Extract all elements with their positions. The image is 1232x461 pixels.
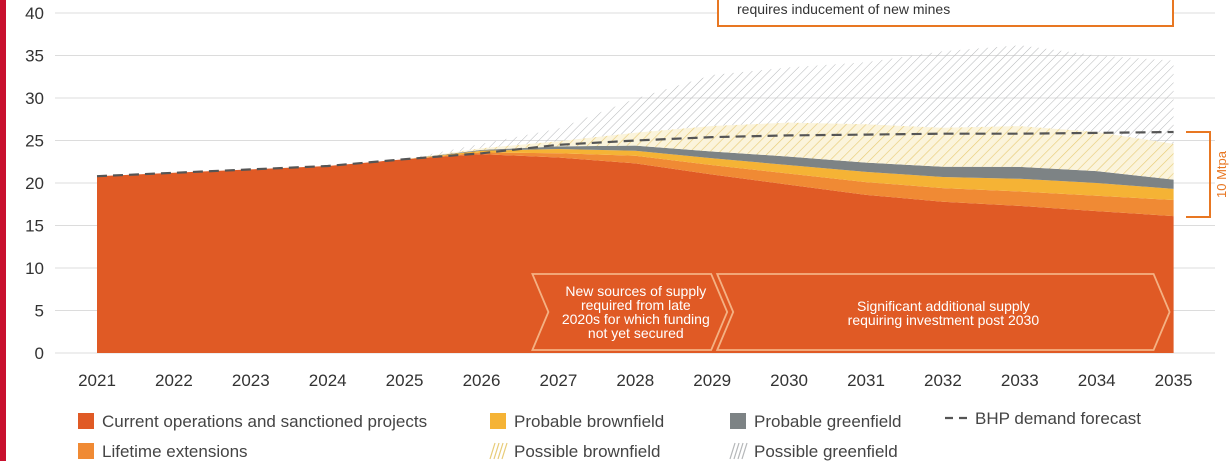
- legend-swatch-possible-greenfield: [729, 442, 748, 460]
- annotation-2-line-1: Significant additional supply: [857, 298, 1030, 314]
- annotation-1-line-4: not yet secured: [588, 325, 684, 341]
- y-tick-5: 5: [35, 302, 44, 321]
- legend: Current operations and sanctioned projec…: [78, 409, 1141, 461]
- legend-hatch-stroke: [501, 442, 508, 460]
- y-tick-25: 25: [25, 132, 44, 151]
- legend-label-current-operations-and-sanctioned-projects: Current operations and sanctioned projec…: [102, 412, 427, 431]
- legend-label-possible-brownfield: Possible brownfield: [514, 442, 660, 461]
- callout-box: requires inducement of new mines: [717, 0, 1174, 27]
- x-tick-2031: 2031: [847, 371, 885, 390]
- legend-swatch-current-operations-and-sanctioned-projects: [78, 413, 94, 429]
- x-tick-2030: 2030: [770, 371, 808, 390]
- y-tick-10: 10: [25, 259, 44, 278]
- legend-label-lifetime-extensions: Lifetime extensions: [102, 442, 248, 461]
- x-tick-2022: 2022: [155, 371, 193, 390]
- y-tick-30: 30: [25, 89, 44, 108]
- legend-label-possible-greenfield: Possible greenfield: [754, 442, 898, 461]
- demand-forecast-polyline: [96, 130, 1174, 178]
- legend-hatch-stroke: [497, 442, 504, 460]
- legend-hatch-stroke: [741, 442, 748, 460]
- callout-text: requires inducement of new mines: [737, 1, 950, 17]
- legend-swatch-lifetime-extensions: [78, 443, 94, 459]
- legend-hatch-stroke: [729, 442, 736, 460]
- demand-forecast-line: [96, 130, 1174, 178]
- y-tick-0: 0: [35, 344, 44, 363]
- left-accent-bar: [0, 0, 6, 461]
- area-current-operations-and-sanctioned-projects: [97, 154, 1174, 353]
- x-tick-2023: 2023: [232, 371, 270, 390]
- legend-swatch-probable-greenfield: [730, 413, 746, 429]
- x-tick-2033: 2033: [1001, 371, 1039, 390]
- annotation-chevron-2: [715, 273, 1171, 351]
- stacked-areas: [97, 45, 1174, 353]
- mtpa-bracket: 10 Mtpa: [1186, 131, 1229, 218]
- x-tick-2021: 2021: [78, 371, 116, 390]
- y-tick-15: 15: [25, 217, 44, 236]
- annotation-chevron-1: [531, 273, 729, 351]
- annotation-2-line-2: requiring investment post 2030: [848, 312, 1040, 328]
- legend-hatch-stroke: [737, 442, 744, 460]
- bracket-line: [1186, 131, 1211, 218]
- annotation-1-line-2: required from late: [581, 297, 691, 313]
- x-tick-2032: 2032: [924, 371, 962, 390]
- callout-border: [717, 0, 1174, 27]
- legend-swatch-probable-brownfield: [490, 413, 506, 429]
- x-tick-2026: 2026: [463, 371, 501, 390]
- y-tick-35: 35: [25, 47, 44, 66]
- bracket-label: 10 Mtpa: [1214, 150, 1229, 198]
- x-tick-2028: 2028: [616, 371, 654, 390]
- legend-label-probable-greenfield: Probable greenfield: [754, 412, 901, 431]
- annotation-1-line-1: New sources of supply: [565, 283, 706, 299]
- legend-hatch-stroke: [493, 442, 500, 460]
- legend-label-probable-brownfield: Probable brownfield: [514, 412, 664, 431]
- x-axis-ticks: 2021 2022 2023 2024 2025 2026 2027 2028 2029 2030…: [78, 371, 1192, 390]
- x-tick-2029: 2029: [693, 371, 731, 390]
- area-possible-greenfield: [97, 45, 1174, 177]
- x-tick-2024: 2024: [309, 371, 347, 390]
- area-possible-brownfield: [97, 122, 1174, 180]
- x-tick-2035: 2035: [1155, 371, 1193, 390]
- x-tick-2027: 2027: [539, 371, 577, 390]
- legend-label-bhp-demand-forecast: BHP demand forecast: [975, 409, 1141, 428]
- legend-hatch-stroke: [733, 442, 740, 460]
- annotation-1-line-3: 2020s for which funding: [562, 311, 710, 327]
- x-tick-2034: 2034: [1078, 371, 1116, 390]
- y-tick-40: 40: [25, 4, 44, 23]
- x-tick-2025: 2025: [386, 371, 424, 390]
- legend-swatch-possible-brownfield: [489, 442, 508, 460]
- y-axis-ticks: 0 5 10 15 20 25 30 35 40: [25, 4, 44, 363]
- legend-hatch-stroke: [489, 442, 496, 460]
- area-probable-greenfield: [97, 145, 1174, 189]
- y-tick-20: 20: [25, 174, 44, 193]
